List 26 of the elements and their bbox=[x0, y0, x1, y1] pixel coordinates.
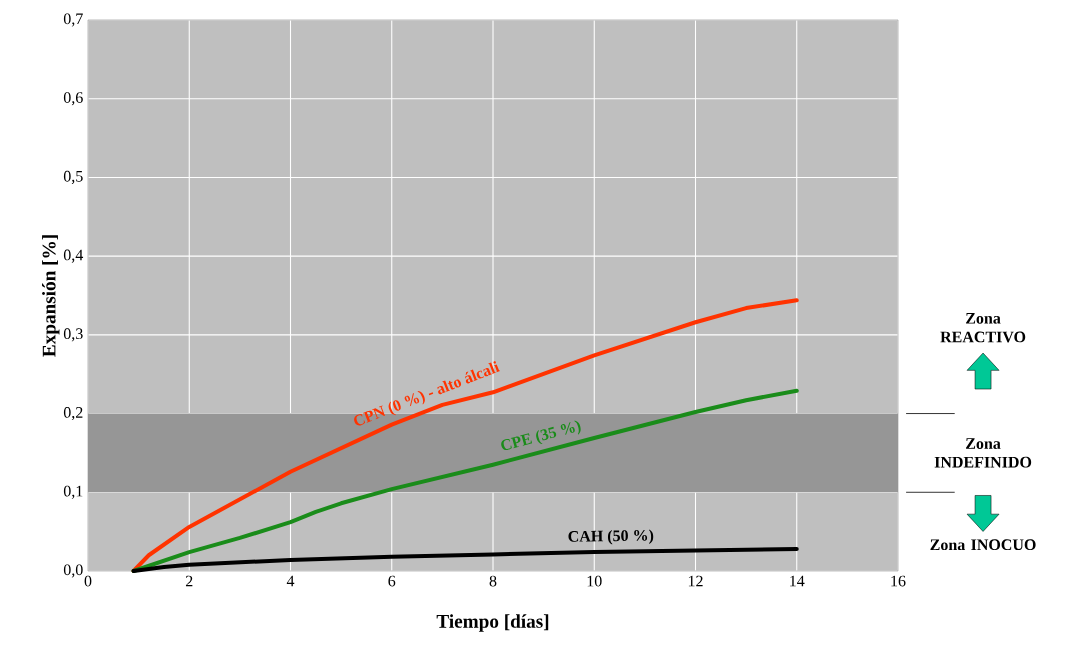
x-tick-label: 2 bbox=[185, 575, 193, 587]
y-tick-label: 0,4 bbox=[63, 249, 84, 263]
y-tick-label: 0,3 bbox=[63, 328, 83, 342]
text: Zona INOCUO bbox=[930, 539, 1036, 551]
x-tick-label: 8 bbox=[489, 575, 497, 587]
text: Zona REACTIVO bbox=[940, 313, 1026, 343]
x-tick-label: 12 bbox=[688, 575, 703, 587]
y-tick-label: 0,5 bbox=[63, 170, 83, 184]
line-series bbox=[131, 546, 799, 573]
x-tick-label: 6 bbox=[388, 575, 396, 587]
x-tick-label: 10 bbox=[587, 575, 602, 587]
y-tick-label: 0,2 bbox=[63, 407, 83, 421]
y-tick-label: 0,6 bbox=[63, 92, 83, 106]
x-tick-label: 16 bbox=[891, 575, 906, 587]
text: CPN (0 %) - alto álcali bbox=[354, 361, 501, 426]
x-tick-label: 0 bbox=[84, 575, 92, 587]
y-tick-label: 0,1 bbox=[63, 485, 83, 499]
x-tick-label: 14 bbox=[790, 575, 805, 587]
series-label: CAH (50 %) bbox=[568, 529, 654, 545]
band-label: Zona INDEFINIDO bbox=[934, 438, 1032, 468]
y-axis-title: Expansión [%] bbox=[42, 235, 60, 357]
x-tick-label: 4 bbox=[286, 575, 295, 587]
y-tick-label: 0,7 bbox=[63, 13, 83, 27]
text: CPE (35 %) bbox=[501, 420, 581, 451]
x-axis-title: Tiempo [días] bbox=[436, 614, 549, 632]
y-tick-label: 0,0 bbox=[63, 564, 83, 578]
